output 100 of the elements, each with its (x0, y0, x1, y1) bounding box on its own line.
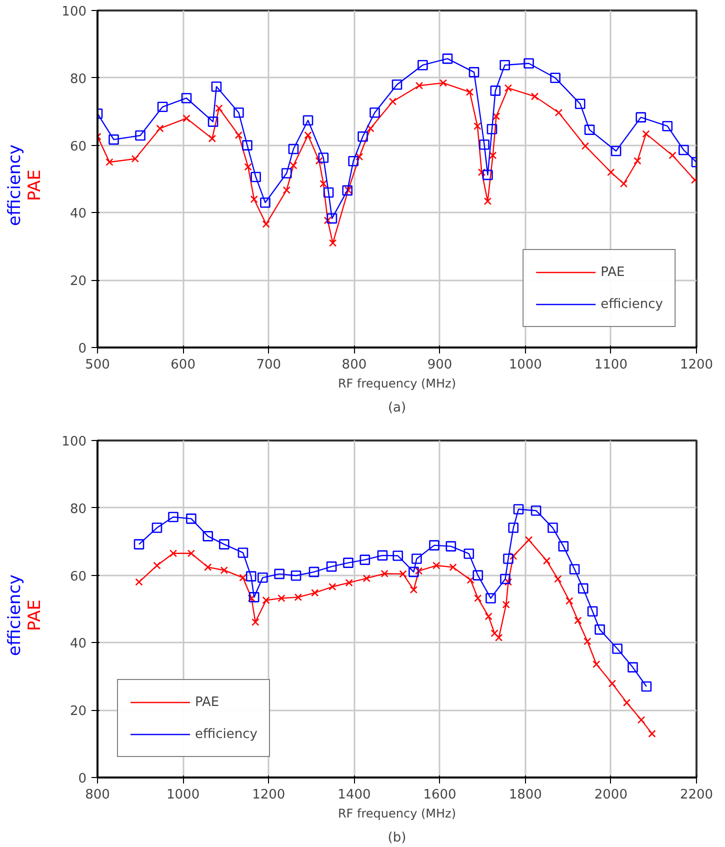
point (554, 575, 562, 583)
point (208, 116, 218, 127)
y-tick-label: 0 (78, 342, 87, 356)
point (343, 558, 354, 568)
point (168, 512, 178, 522)
point (345, 578, 353, 587)
point (370, 107, 380, 118)
point (302, 115, 314, 126)
point (678, 144, 689, 156)
point (252, 618, 260, 626)
y-tick-label: 60 (70, 139, 87, 154)
point (358, 131, 368, 142)
point (262, 596, 270, 604)
point (290, 570, 302, 581)
point (278, 594, 286, 602)
point (524, 536, 533, 544)
y-tick-label: 80 (70, 72, 87, 87)
point (550, 72, 560, 84)
point (502, 600, 510, 608)
point (530, 92, 539, 100)
point (360, 554, 370, 565)
point (262, 220, 270, 228)
point (466, 576, 474, 584)
point (446, 541, 456, 552)
point (362, 574, 370, 582)
point (486, 593, 496, 604)
point (311, 588, 319, 597)
x-tick-label: 1800 (508, 788, 542, 802)
y-tick-label: 40 (70, 636, 87, 652)
point (508, 522, 519, 533)
point (432, 562, 440, 570)
legend-label: efficiency (195, 726, 258, 742)
point (612, 644, 622, 654)
point (412, 554, 422, 564)
point (290, 162, 298, 170)
point (324, 216, 332, 224)
point (181, 92, 192, 104)
point (220, 566, 228, 574)
point (250, 195, 258, 204)
x-tick-label: 1000 (166, 788, 200, 802)
point (260, 197, 270, 208)
text: (b) (388, 830, 406, 846)
x-tick-label: 700 (256, 358, 282, 372)
point (608, 680, 616, 688)
point (464, 548, 474, 559)
point (500, 574, 510, 584)
point (622, 698, 631, 707)
x-tick-label: 1600 (423, 788, 456, 802)
point (246, 571, 256, 582)
point (215, 104, 223, 112)
point (328, 239, 337, 247)
point (211, 82, 222, 92)
x-tick-label: 800 (85, 788, 110, 802)
point (408, 566, 419, 578)
point (250, 172, 261, 182)
point (134, 539, 144, 550)
point (348, 156, 359, 166)
point (135, 578, 143, 586)
point (244, 163, 252, 171)
point (574, 616, 582, 624)
y-tick-label: 20 (70, 274, 87, 290)
point (581, 142, 590, 150)
point (530, 505, 542, 516)
point (574, 98, 586, 109)
point (492, 112, 500, 120)
point (482, 170, 493, 180)
legend-label: PAE (600, 264, 625, 280)
x-tick-label: 1200 (680, 358, 714, 372)
point (442, 54, 453, 64)
point (584, 638, 592, 646)
point (558, 541, 569, 552)
point (449, 563, 457, 572)
point (634, 156, 642, 165)
point (377, 550, 388, 561)
point (366, 124, 374, 132)
point (320, 180, 328, 188)
point (106, 158, 114, 166)
point (500, 60, 510, 70)
y-tick-label: 60 (70, 569, 87, 584)
point (479, 139, 490, 150)
y-tick-label: 80 (70, 502, 87, 517)
point (504, 84, 512, 92)
point (584, 124, 595, 135)
point (468, 67, 480, 78)
point (380, 570, 388, 578)
x-tick-label: 900 (427, 358, 452, 372)
point (399, 570, 407, 578)
point (495, 634, 503, 642)
point (524, 58, 534, 69)
point (415, 82, 424, 90)
point (668, 152, 676, 160)
point (474, 594, 482, 602)
point (248, 594, 256, 602)
point (234, 107, 244, 118)
point (239, 574, 247, 582)
point (628, 662, 638, 672)
x-axis-title: RF frequency (MHz) (338, 806, 456, 820)
point (503, 554, 514, 564)
point (304, 131, 312, 140)
point (489, 152, 497, 160)
